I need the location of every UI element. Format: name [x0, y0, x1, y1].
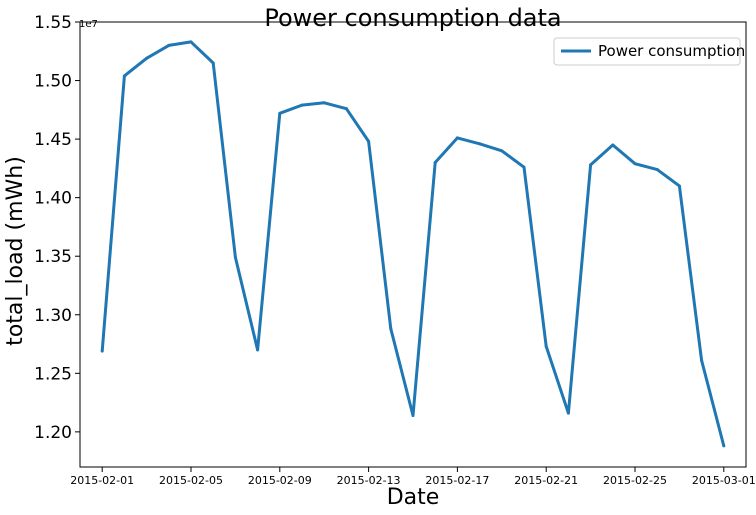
x-tick-label: 2015-03-01	[692, 474, 756, 487]
series-group	[100, 40, 726, 448]
data-point	[677, 184, 681, 188]
data-point	[300, 103, 304, 107]
y-tick-label: 1.30	[34, 306, 72, 326]
data-point	[211, 61, 215, 65]
data-point	[367, 139, 371, 143]
x-axis-label: Date	[387, 485, 440, 510]
x-tick-label: 2015-02-17	[425, 474, 489, 487]
series-line	[100, 40, 726, 447]
x-tick-label: 2015-02-25	[603, 474, 667, 487]
data-point	[322, 101, 326, 105]
y-tick-label: 1.50	[34, 72, 72, 92]
legend: Power consumption	[553, 37, 745, 66]
data-point	[478, 142, 482, 146]
data-point	[100, 349, 104, 353]
data-point	[256, 348, 260, 352]
data-point	[589, 163, 593, 167]
data-point	[522, 165, 526, 169]
y-axis-label: total_load (mWh)	[3, 156, 28, 346]
plot-frame	[79, 21, 747, 468]
data-point	[233, 255, 237, 259]
y-tick-label: 1.55	[34, 13, 72, 33]
y-tick-label: 1.40	[34, 189, 72, 209]
legend-label: Power consumption	[598, 42, 745, 60]
data-point	[411, 413, 415, 417]
data-point	[122, 74, 126, 78]
data-point	[611, 143, 615, 147]
data-point	[544, 344, 548, 348]
data-point	[500, 149, 504, 153]
data-point	[433, 161, 437, 165]
x-tick-label: 2015-02-05	[159, 474, 223, 487]
data-point	[566, 411, 570, 415]
data-point	[655, 168, 659, 172]
y-ticks: 1.20 1.25 1.30 1.35 1.40 1.45 1.50 1.55	[34, 13, 80, 443]
legend-box	[553, 37, 741, 66]
data-point	[455, 136, 459, 140]
y-tick-label: 1.45	[34, 130, 72, 150]
data-point	[700, 358, 704, 362]
data-point	[389, 327, 393, 331]
data-point	[278, 111, 282, 115]
data-point	[633, 162, 637, 166]
y-tick-label: 1.35	[34, 247, 72, 267]
x-tick-label: 2015-02-13	[337, 474, 401, 487]
y-tick-label: 1.20	[34, 423, 72, 443]
x-tick-label: 2015-02-09	[248, 474, 312, 487]
x-tick-label: 2015-02-01	[70, 474, 134, 487]
chart-title: Power consumption data	[264, 4, 561, 32]
y-offset-label: 1e7	[79, 19, 98, 30]
data-point	[189, 40, 193, 44]
y-tick-label: 1.25	[34, 364, 72, 384]
data-point	[722, 444, 726, 448]
x-ticks: 2015-02-01 2015-02-05 2015-02-09 2015-02-13…	[70, 467, 756, 487]
data-point	[344, 107, 348, 111]
data-point	[167, 43, 171, 47]
x-tick-label: 2015-02-21	[514, 474, 578, 487]
data-point	[145, 56, 149, 60]
